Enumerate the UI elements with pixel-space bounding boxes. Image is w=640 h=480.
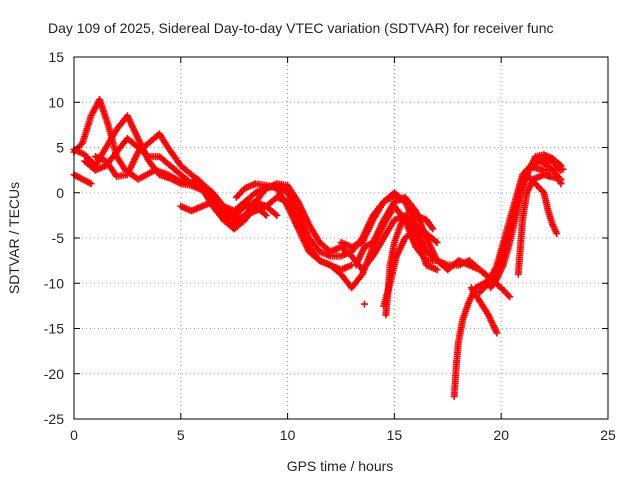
data-point [496,283,504,290]
tick-labels: 0 5 10 15 20 25 -25 -20 -15 -10 -5 0 5 10 15 [44,49,616,443]
x-tick-label: 15 [387,427,403,443]
series-track-13 [450,154,565,400]
x-tick-label: 20 [493,427,509,443]
data-point [504,291,512,299]
chart-title: Day 109 of 2025, Sidereal Day-to-day VTE… [48,20,554,36]
series-track-19 [529,163,567,174]
series-track-12 [380,225,441,310]
data-point [433,266,441,274]
data-point [506,293,514,301]
data-point [402,213,410,221]
series-track-14 [467,284,501,337]
data-point [557,175,565,183]
series-track-4 [81,134,270,233]
data-point [553,230,561,237]
series-track-6 [177,198,281,219]
data-point [273,211,281,219]
data-point [559,165,567,173]
data-point [271,210,279,218]
y-tick-label: 10 [48,94,64,110]
series-track-9 [352,193,505,292]
data-point [403,211,411,219]
y-tick-label: 5 [56,140,64,156]
data-point [261,210,269,218]
y-tick-label: 0 [56,185,64,201]
data-point [497,284,505,292]
y-tick-label: -25 [44,411,64,427]
y-tick-label: -15 [44,321,64,337]
x-tick-label: 25 [600,427,616,443]
axis-ticks [73,56,609,420]
series-track-7 [232,180,356,274]
grid [74,57,608,419]
x-tick-label: 5 [177,427,185,443]
data-point [361,300,368,308]
y-axis-label: SDTVAR / TECUs [6,182,22,294]
series-track-5 [70,171,95,188]
data-point [87,180,95,188]
x-tick-label: 10 [280,427,296,443]
data-point [493,329,501,337]
data-point [77,141,85,148]
y-tick-label: -20 [44,366,64,382]
x-axis-label: GPS time / hours [287,458,394,474]
y-tick-label: 15 [48,49,64,65]
data-points [70,96,567,400]
series-track-10 [361,300,368,308]
x-tick-label: 0 [70,427,78,443]
series-track-17 [514,171,565,278]
series-track-18 [523,171,561,237]
data-point [432,237,440,245]
data-point [262,211,270,219]
y-tick-label: -10 [44,275,64,291]
y-tick-label: -5 [52,230,65,246]
series-track-16 [487,151,565,292]
data-point [429,225,437,233]
data-point [428,223,436,231]
data-point [433,239,441,246]
